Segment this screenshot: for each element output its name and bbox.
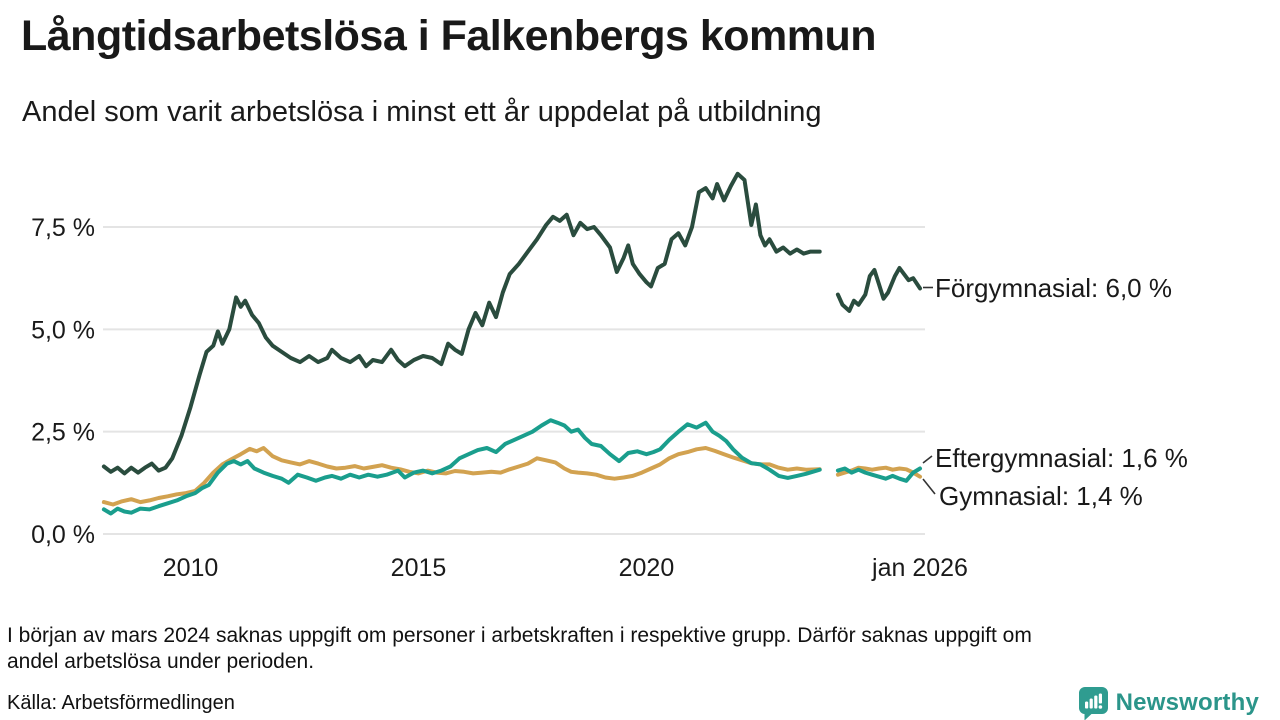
series-label-forgymnasial: Förgymnasial: 6,0 % bbox=[935, 273, 1172, 303]
page-subtitle: Andel som varit arbetslösa i minst ett å… bbox=[22, 96, 822, 128]
footnote-line1: I början av mars 2024 saknas uppgift om … bbox=[7, 624, 1032, 647]
x-tick-label: 2010 bbox=[163, 554, 219, 582]
newsworthy-bubble-chart-icon bbox=[1078, 687, 1108, 720]
footnote-line2: andel arbetslösa under perioden. bbox=[7, 650, 315, 673]
label-connector-line bbox=[922, 478, 936, 495]
label-connector-line bbox=[922, 455, 933, 464]
y-tick-label: 2,5 % bbox=[31, 419, 95, 447]
y-tick-label: 7,5 % bbox=[31, 214, 95, 242]
series-line-förgymnasial bbox=[835, 266, 922, 313]
y-tick-label: 5,0 % bbox=[31, 316, 95, 344]
series-line-eftergymnasial bbox=[101, 418, 822, 516]
series-label-gymnasial: Gymnasial: 1,4 % bbox=[939, 481, 1143, 511]
newsworthy-logo: Newsworthy bbox=[1078, 686, 1259, 720]
series-line-eftergymnasial bbox=[835, 466, 922, 483]
x-tick-label: 2020 bbox=[619, 554, 675, 582]
page-title: Långtidsarbetslösa i Falkenbergs kommun bbox=[21, 12, 877, 60]
y-tick-label: 0,0 % bbox=[31, 521, 95, 549]
newsworthy-wordmark: Newsworthy bbox=[1115, 689, 1259, 716]
series-line-förgymnasial bbox=[101, 171, 822, 476]
line-chart: 7,5 % 5,0 % 2,5 % 0,0 % 2010 2015 2020 jan 2026 bbox=[31, 171, 968, 582]
source-credit: Källa: Arbetsförmedlingen bbox=[7, 692, 235, 714]
series-label-eftergymnasial: Eftergymnasial: 1,6 % bbox=[935, 443, 1188, 473]
series-line-gymnasial bbox=[101, 446, 822, 507]
x-tick-label: jan 2026 bbox=[871, 554, 968, 582]
x-tick-label: 2015 bbox=[391, 554, 447, 582]
chart-footnote: I början av mars 2024 saknas uppgift om … bbox=[7, 623, 1257, 675]
